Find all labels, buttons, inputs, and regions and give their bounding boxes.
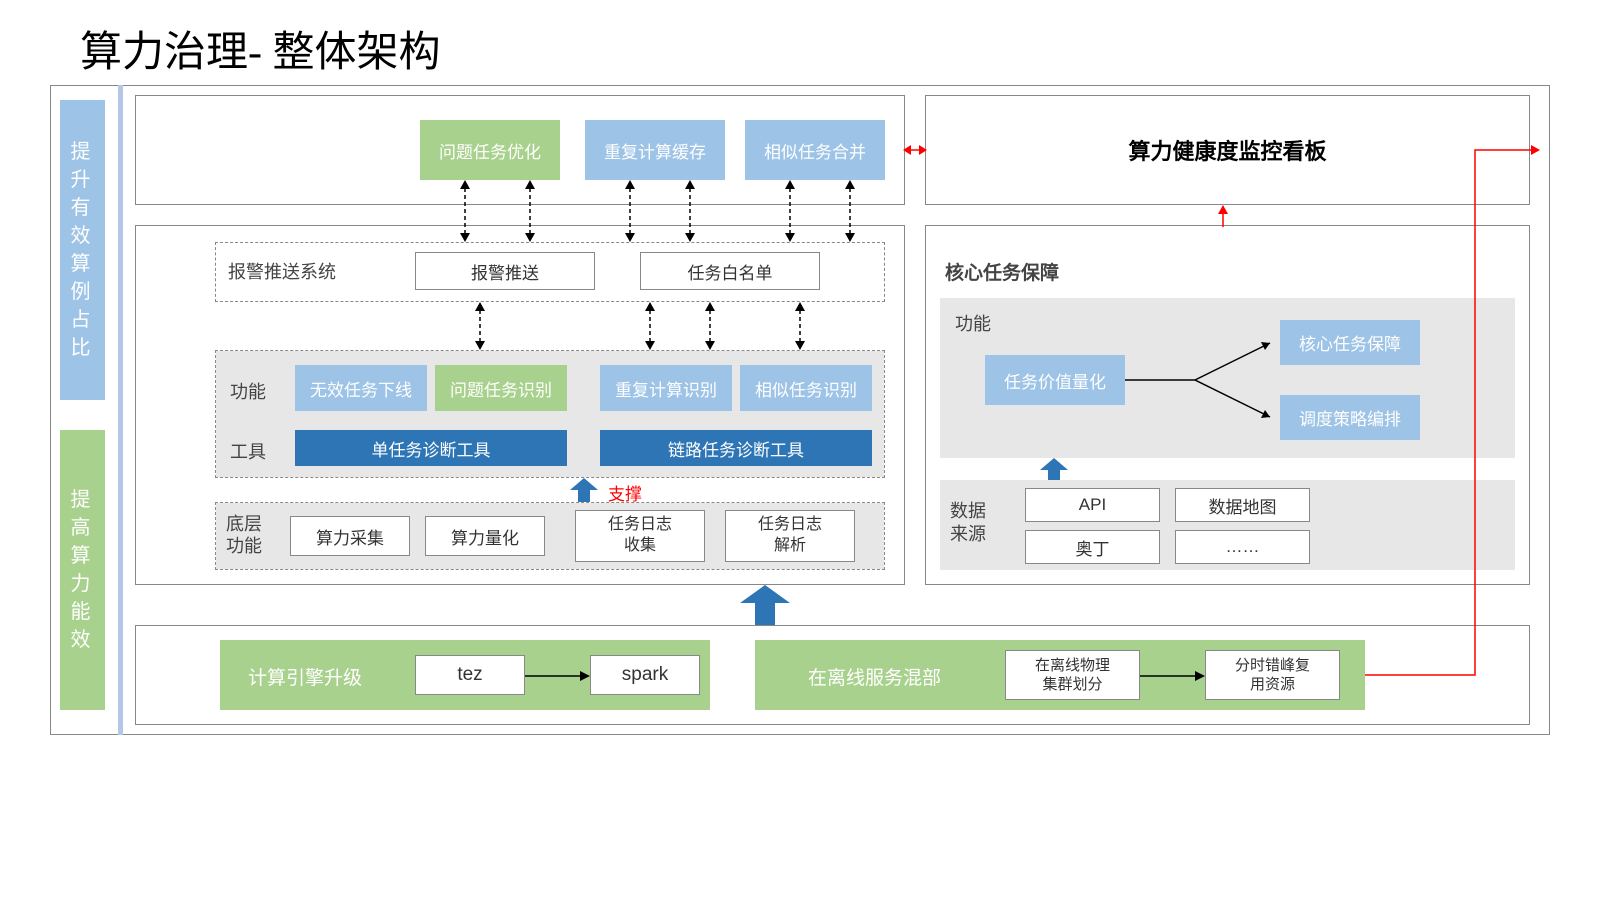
left-tab-blue: 提升有效算例占比	[60, 100, 105, 400]
red-double-arrow-icon	[903, 142, 927, 158]
task-whitelist: 任务白名单	[640, 252, 820, 290]
dash-arrow-5	[780, 180, 800, 242]
alert-title: 报警推送系统	[228, 258, 336, 284]
spark-box: spark	[590, 655, 700, 695]
chain-tool: 链路任务诊断工具	[600, 430, 872, 466]
dash-mid-1	[470, 302, 490, 350]
collect-box: 算力采集	[290, 516, 410, 556]
dash-mid-2	[640, 302, 660, 350]
vertical-divider	[118, 85, 123, 735]
problem-identify: 问题任务识别	[435, 365, 567, 411]
big-up-arrow-icon	[740, 585, 800, 625]
mixed-label: 在离线服务混部	[808, 663, 941, 690]
red-l-line-icon	[1365, 140, 1545, 680]
dash-arrow-1	[455, 180, 475, 242]
invalid-task: 无效任务下线	[295, 365, 427, 411]
dash-arrow-2	[520, 180, 540, 242]
dup-identify: 重复计算识别	[600, 365, 732, 411]
dash-mid-3	[700, 302, 720, 350]
base-label: 底层功能	[226, 514, 262, 557]
physical-box: 在离线物理集群划分	[1005, 650, 1140, 700]
timeshare-box: 分时错峰复用资源	[1205, 650, 1340, 700]
similar-identify: 相似任务识别	[740, 365, 872, 411]
similar-merge-box: 相似任务合并	[745, 120, 885, 180]
etc-box: ……	[1175, 530, 1310, 564]
task-value-box: 任务价值量化	[985, 355, 1125, 405]
physical-timeshare-arrow-icon	[1140, 670, 1205, 682]
core-up-arrow-icon	[1040, 458, 1076, 482]
core-func-label: 功能	[955, 310, 991, 336]
dash-mid-4	[790, 302, 810, 350]
log-collect-box: 任务日志收集	[575, 510, 705, 562]
red-up-arrow-icon	[1215, 205, 1231, 227]
log-parse-box: 任务日志解析	[725, 510, 855, 562]
datamap-box: 数据地图	[1175, 488, 1310, 522]
data-source-label: 数据来源	[950, 500, 986, 547]
task-opt-box: 问题任务优化	[420, 120, 560, 180]
dup-cache-box: 重复计算缓存	[585, 120, 725, 180]
tool-label: 工具	[230, 438, 266, 464]
engine-label: 计算引擎升级	[248, 663, 362, 690]
api-box: API	[1025, 488, 1160, 522]
func-label: 功能	[230, 378, 266, 404]
page-title: 算力治理- 整体架构	[0, 0, 1600, 79]
tez-spark-arrow-icon	[525, 670, 590, 682]
dash-arrow-4	[680, 180, 700, 242]
left-tab-green: 提高算力能效	[60, 430, 105, 710]
dash-arrow-6	[840, 180, 860, 242]
tez-box: tez	[415, 655, 525, 695]
fork-lines-icon	[1125, 335, 1285, 425]
odin-box: 奥丁	[1025, 530, 1160, 564]
core-title: 核心任务保障	[945, 258, 1059, 285]
support-arrow-icon	[570, 478, 610, 502]
alert-push: 报警推送	[415, 252, 595, 290]
dash-arrow-3	[620, 180, 640, 242]
quantify-box: 算力量化	[425, 516, 545, 556]
single-tool: 单任务诊断工具	[295, 430, 567, 466]
